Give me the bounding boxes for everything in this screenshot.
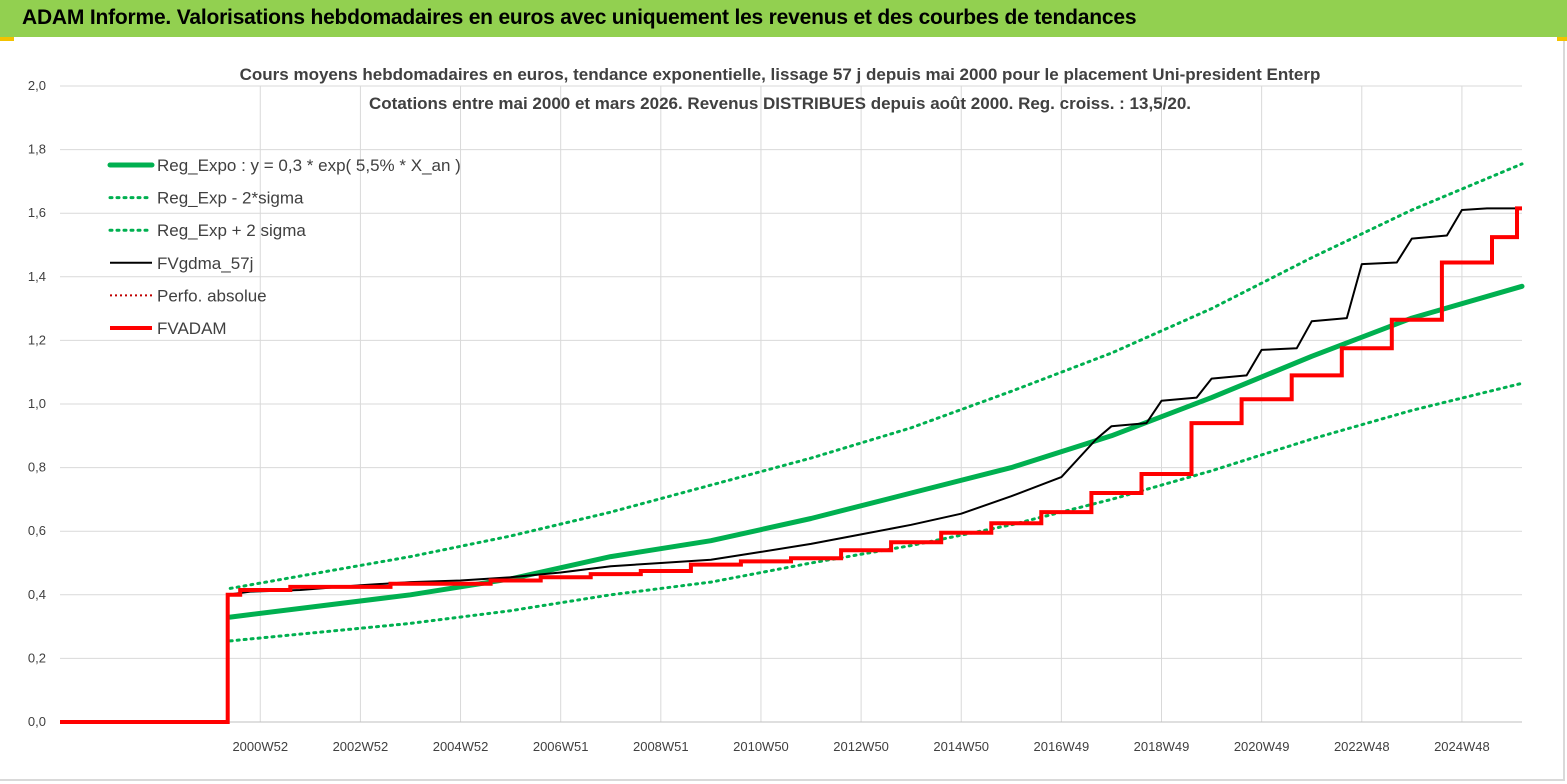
- x-tick-label: 2014W50: [933, 739, 989, 754]
- report-title: ADAM Informe. Valorisations hebdomadaire…: [22, 6, 1137, 29]
- chart-frame: 0,0 0,2 0,4 0,6 0,8 1,0 1,2 1,4 1,6 1,8 2,0 2000W52…: [0, 41, 1565, 781]
- line-chart: 0,0 0,2 0,4 0,6 0,8 1,0 1,2 1,4 1,6 1,8 2,0 2000W52…: [28, 65, 1525, 754]
- series-line-reg-exp-2-sigma: [228, 162, 1524, 590]
- series-line-reg-exp-2-sigma: [228, 381, 1524, 643]
- legend-label: Reg_Exp - 2*sigma: [157, 189, 304, 208]
- x-tick-label: 2002W52: [333, 739, 389, 754]
- accent-bar-left: [0, 37, 14, 41]
- x-tick-label: 2000W52: [232, 739, 288, 754]
- x-tick-label: 2010W50: [733, 739, 789, 754]
- x-tick-label: 2006W51: [533, 739, 589, 754]
- x-tick-label: 2004W52: [433, 739, 489, 754]
- y-tick-label: 1,2: [28, 332, 46, 347]
- report-header: ADAM Informe. Valorisations hebdomadaire…: [0, 0, 1567, 37]
- y-tick-label: 0,0: [28, 714, 46, 729]
- x-tick-label: 2012W50: [833, 739, 889, 754]
- x-tick-label: 2020W49: [1234, 739, 1290, 754]
- y-tick-label: 0,8: [28, 460, 46, 475]
- y-tick-label: 1,0: [28, 396, 46, 411]
- x-tick-label: 2016W49: [1034, 739, 1090, 754]
- y-tick-label: 1,6: [28, 205, 46, 220]
- legend-label: Reg_Exp + 2 sigma: [157, 221, 306, 240]
- legend-label: Reg_Expo : y = 0,3 * exp( 5,5% * X_an ): [157, 156, 461, 175]
- series-line-fvgdma-57j: [60, 207, 1522, 723]
- legend: Reg_Expo : y = 0,3 * exp( 5,5% * X_an ) R…: [107, 156, 461, 338]
- accent-bar-right: [1557, 37, 1567, 41]
- legend-label: Perfo. absolue: [157, 286, 267, 305]
- x-tick-label: 2022W48: [1334, 739, 1390, 754]
- grid-lines: [60, 85, 1522, 723]
- series-lines: [60, 162, 1525, 724]
- x-tick-label: 2018W49: [1134, 739, 1190, 754]
- chart-subtitle: Cotations entre mai 2000 et mars 2026. R…: [369, 94, 1191, 113]
- y-tick-label: 1,8: [28, 142, 46, 157]
- y-tick-label: 0,4: [28, 587, 46, 602]
- y-tick-label: 0,2: [28, 650, 46, 665]
- series-line-reg-expo-y-0-3-exp-5-5-x-an: [227, 283, 1525, 620]
- chart-title: Cours moyens hebdomadaires en euros, ten…: [240, 65, 1321, 84]
- y-tick-label: 0,6: [28, 523, 46, 538]
- y-tick-label: 2,0: [28, 78, 46, 93]
- x-tick-label: 2008W51: [633, 739, 689, 754]
- x-tick-label: 2024W48: [1434, 739, 1490, 754]
- axes: 0,0 0,2 0,4 0,6 0,8 1,0 1,2 1,4 1,6 1,8 2,0 2000W52…: [28, 78, 1522, 754]
- legend-label: FVADAM: [157, 319, 227, 338]
- y-tick-label: 1,4: [28, 269, 46, 284]
- series-line-fvadam: [60, 206, 1522, 724]
- legend-label: FVgdma_57j: [157, 254, 253, 273]
